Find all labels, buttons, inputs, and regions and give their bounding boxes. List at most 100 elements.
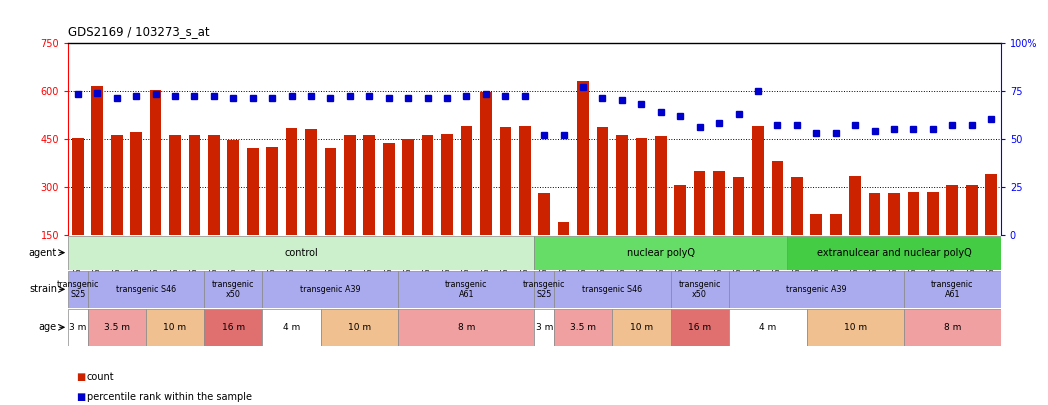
Text: ■: ■ <box>77 392 86 402</box>
Bar <box>402 139 414 283</box>
Bar <box>534 236 787 270</box>
Bar <box>169 134 181 283</box>
Bar <box>807 309 903 345</box>
Bar <box>247 148 259 283</box>
Bar <box>694 171 705 283</box>
Bar <box>189 134 200 283</box>
Bar <box>262 309 321 345</box>
Text: transgenic
A61: transgenic A61 <box>931 279 974 299</box>
Text: transgenic S46: transgenic S46 <box>115 285 176 294</box>
Bar <box>88 309 146 345</box>
Text: 10 m: 10 m <box>163 323 187 332</box>
Bar <box>554 271 671 307</box>
Text: 8 m: 8 m <box>458 323 475 332</box>
Bar <box>671 271 728 307</box>
Bar <box>791 177 803 283</box>
Text: 16 m: 16 m <box>689 323 712 332</box>
Bar <box>130 132 141 283</box>
Text: transgenic
S25: transgenic S25 <box>57 279 100 299</box>
Text: extranulcear and nuclear polyQ: extranulcear and nuclear polyQ <box>816 247 971 258</box>
Bar <box>534 309 554 345</box>
Bar <box>398 271 534 307</box>
Bar <box>421 134 434 283</box>
Bar <box>655 136 667 283</box>
Bar <box>68 271 88 307</box>
Text: 3.5 m: 3.5 m <box>104 323 130 332</box>
Text: 3.5 m: 3.5 m <box>570 323 596 332</box>
Bar <box>227 140 239 283</box>
Text: 16 m: 16 m <box>222 323 245 332</box>
Bar <box>398 309 534 345</box>
Bar <box>539 193 550 283</box>
Text: age: age <box>39 322 57 332</box>
Bar <box>810 214 822 283</box>
Bar <box>728 309 807 345</box>
Bar <box>286 128 298 283</box>
Text: percentile rank within the sample: percentile rank within the sample <box>87 392 252 402</box>
Bar <box>146 309 204 345</box>
Text: transgenic
A61: transgenic A61 <box>445 279 487 299</box>
Bar <box>903 271 1001 307</box>
Bar <box>946 185 958 283</box>
Bar <box>558 222 569 283</box>
Text: 8 m: 8 m <box>943 323 961 332</box>
Text: agent: agent <box>28 247 57 258</box>
Bar <box>383 143 394 283</box>
Bar <box>596 127 608 283</box>
Bar <box>733 177 744 283</box>
Text: transgenic
x50: transgenic x50 <box>212 279 255 299</box>
Bar <box>204 271 262 307</box>
Bar <box>714 171 725 283</box>
Text: 4 m: 4 m <box>283 323 300 332</box>
Text: ■: ■ <box>77 372 86 382</box>
Text: count: count <box>87 372 114 382</box>
Bar <box>68 236 534 270</box>
Bar <box>88 271 204 307</box>
Text: transgenic A39: transgenic A39 <box>300 285 361 294</box>
Text: 3 m: 3 m <box>69 323 87 332</box>
Bar <box>321 309 398 345</box>
Bar <box>554 309 612 345</box>
Bar <box>671 309 728 345</box>
Bar <box>364 134 375 283</box>
Bar <box>908 192 919 283</box>
Text: transgenic
S25: transgenic S25 <box>523 279 566 299</box>
Bar <box>888 193 900 283</box>
Text: transgenic S46: transgenic S46 <box>582 285 642 294</box>
Bar <box>787 236 1001 270</box>
Bar <box>461 126 473 283</box>
Bar <box>752 126 764 283</box>
Bar <box>480 92 492 283</box>
Bar <box>519 126 530 283</box>
Text: transgenic A39: transgenic A39 <box>786 285 847 294</box>
Bar <box>534 271 554 307</box>
Text: 10 m: 10 m <box>630 323 653 332</box>
Bar <box>344 134 355 283</box>
Text: control: control <box>284 247 319 258</box>
Bar <box>72 138 84 283</box>
Bar <box>985 174 997 283</box>
Bar <box>869 193 880 283</box>
Bar <box>68 309 88 345</box>
Text: 4 m: 4 m <box>759 323 777 332</box>
Text: nuclear polyQ: nuclear polyQ <box>627 247 695 258</box>
Bar <box>674 185 686 283</box>
Bar <box>635 138 648 283</box>
Bar <box>150 90 161 283</box>
Bar <box>849 176 860 283</box>
Bar <box>577 81 589 283</box>
Bar <box>91 86 103 283</box>
Bar <box>616 134 628 283</box>
Bar <box>927 192 939 283</box>
Bar <box>903 309 1001 345</box>
Text: 10 m: 10 m <box>844 323 867 332</box>
Bar <box>266 147 278 283</box>
Text: 10 m: 10 m <box>348 323 371 332</box>
Bar <box>728 271 903 307</box>
Bar <box>325 148 336 283</box>
Bar <box>262 271 398 307</box>
Bar <box>204 309 262 345</box>
Text: GDS2169 / 103273_s_at: GDS2169 / 103273_s_at <box>68 26 210 38</box>
Bar <box>305 129 316 283</box>
Bar <box>612 309 671 345</box>
